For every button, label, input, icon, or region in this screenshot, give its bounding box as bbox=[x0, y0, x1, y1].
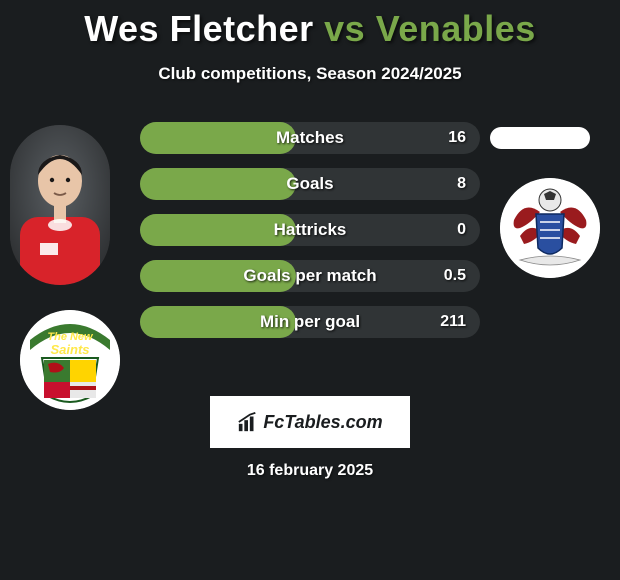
stat-value-right: 0.5 bbox=[444, 260, 466, 292]
stat-row: Min per goal211 bbox=[140, 306, 480, 338]
stats-container: Matches16 Goals8 Hattricks0 Goals per match… bbox=[140, 122, 480, 352]
subtitle: Club competitions, Season 2024/2025 bbox=[0, 64, 620, 84]
branding-site: FcTables.com bbox=[263, 412, 382, 433]
stat-value-right: 211 bbox=[440, 306, 466, 338]
stat-row: Goals per match0.5 bbox=[140, 260, 480, 292]
stat-label: Goals bbox=[140, 168, 480, 200]
club-left-badge: The New Saints bbox=[20, 310, 120, 410]
comparison-title: Wes Fletcher vs Venables bbox=[0, 0, 620, 50]
stat-label: Matches bbox=[140, 122, 480, 154]
stat-label: Goals per match bbox=[140, 260, 480, 292]
title-player1: Wes Fletcher bbox=[84, 8, 313, 49]
branding-text: FcTables.com bbox=[237, 411, 382, 433]
player-left-photo bbox=[10, 125, 110, 285]
title-player2: Venables bbox=[376, 8, 536, 49]
stat-row: Goals8 bbox=[140, 168, 480, 200]
player-right-placeholder bbox=[490, 127, 590, 149]
player-left-illustration bbox=[10, 125, 110, 285]
svg-text:Saints: Saints bbox=[50, 342, 89, 357]
stat-value-right: 16 bbox=[448, 122, 466, 154]
title-vs: vs bbox=[324, 8, 365, 49]
stat-value-right: 0 bbox=[457, 214, 466, 246]
stat-label: Min per goal bbox=[140, 306, 480, 338]
date-text: 16 february 2025 bbox=[0, 462, 620, 480]
club-right-crest bbox=[500, 178, 600, 278]
bar-chart-icon bbox=[237, 411, 259, 433]
stat-row: Hattricks0 bbox=[140, 214, 480, 246]
stat-value-right: 8 bbox=[457, 168, 466, 200]
stat-row: Matches16 bbox=[140, 122, 480, 154]
club-left-crest: The New Saints bbox=[20, 310, 120, 410]
club-right-badge bbox=[500, 178, 600, 278]
stat-label: Hattricks bbox=[140, 214, 480, 246]
branding-box: FcTables.com bbox=[210, 396, 410, 448]
